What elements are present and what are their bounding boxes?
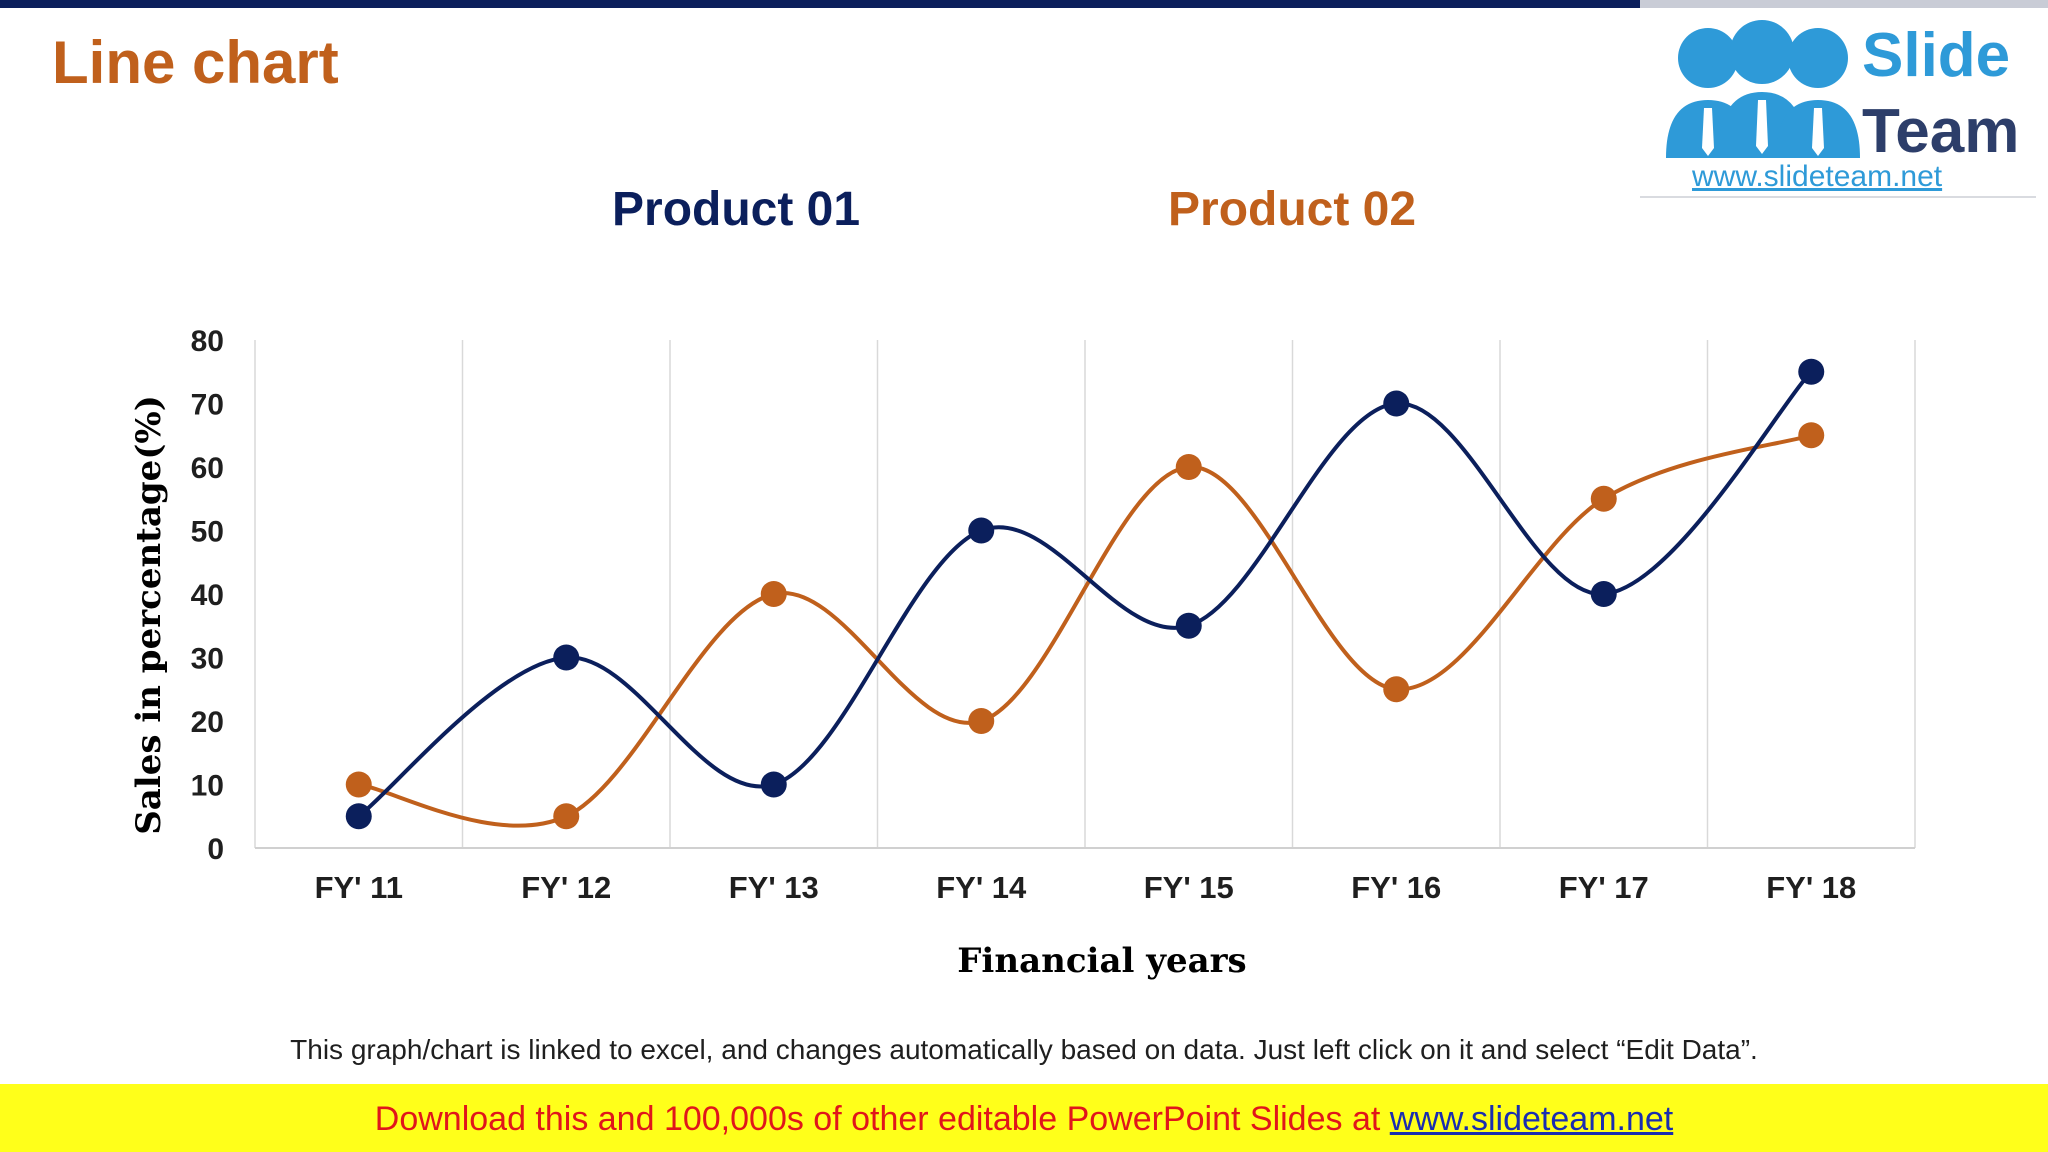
series-lines bbox=[357, 370, 1813, 828]
slideteam-logo: Slide Team www.slideteam.net bbox=[1640, 8, 2036, 198]
series-line-1 bbox=[357, 370, 1813, 818]
y-tick-label: 20 bbox=[191, 706, 224, 739]
data-point-series-2 bbox=[553, 803, 580, 830]
data-point-series-2 bbox=[345, 771, 372, 798]
data-point-series-2 bbox=[1383, 676, 1410, 703]
data-point-series-2 bbox=[968, 708, 995, 734]
series-points bbox=[345, 358, 1825, 830]
people-group-icon bbox=[1666, 20, 1860, 158]
x-axis-label: Financial years bbox=[957, 941, 1246, 981]
x-tick-label: FY' 11 bbox=[315, 870, 403, 905]
download-banner: Download this and 100,000s of other edit… bbox=[0, 1084, 2048, 1152]
y-tick-label: 70 bbox=[191, 389, 224, 422]
logo-url-link[interactable]: www.slideteam.net bbox=[1692, 160, 1943, 193]
data-point-series-1 bbox=[1798, 358, 1825, 385]
x-tick-label: FY' 13 bbox=[729, 870, 819, 905]
data-point-series-2 bbox=[1590, 485, 1617, 512]
footnote-text: This graph/chart is linked to excel, and… bbox=[290, 1034, 1758, 1065]
logo-text-team: Team bbox=[1862, 97, 2020, 166]
y-tick-label: 60 bbox=[191, 452, 224, 485]
banner-text: Download this and 100,000s of other edit… bbox=[0, 1100, 2048, 1139]
y-axis-label: Sales in percentage(%) bbox=[129, 395, 169, 835]
slide-title: Line chart bbox=[52, 29, 339, 96]
banner-url-link[interactable]: www.slideteam.net bbox=[1389, 1100, 1674, 1138]
y-tick-label: 80 bbox=[191, 325, 224, 358]
data-point-series-1 bbox=[553, 644, 580, 671]
banner-message: Download this and 100,000s of other edit… bbox=[374, 1100, 1390, 1138]
data-point-series-1 bbox=[345, 803, 372, 830]
data-point-series-1 bbox=[968, 517, 995, 544]
grid-lines bbox=[254, 340, 1916, 848]
x-tick-label: FY' 18 bbox=[1766, 870, 1856, 905]
x-tick-label: FY' 12 bbox=[521, 870, 611, 905]
data-point-series-1 bbox=[1175, 612, 1202, 639]
logo-text-slide: Slide bbox=[1862, 21, 2011, 90]
series-line-2 bbox=[358, 433, 1812, 828]
x-tick-label: FY' 15 bbox=[1144, 870, 1234, 905]
data-point-series-1 bbox=[760, 771, 787, 798]
x-axis-ticks: FY' 11 FY' 12 FY' 13 FY' 14 FY' 15 FY' 16 FY' … bbox=[315, 870, 1857, 905]
y-tick-label: 0 bbox=[207, 833, 224, 866]
y-tick-label: 10 bbox=[191, 770, 224, 803]
x-tick-label: FY' 14 bbox=[936, 870, 1027, 905]
y-tick-label: 50 bbox=[191, 516, 224, 549]
legend-product-01: Product 01 bbox=[612, 183, 861, 236]
y-tick-label: 30 bbox=[191, 643, 224, 676]
legend-product-02: Product 02 bbox=[1168, 183, 1417, 236]
data-point-series-1 bbox=[1383, 390, 1410, 417]
x-tick-label: FY' 16 bbox=[1351, 870, 1441, 905]
data-point-series-2 bbox=[760, 581, 787, 607]
y-tick-label: 40 bbox=[191, 579, 224, 612]
data-point-series-2 bbox=[1175, 454, 1202, 480]
top-accent-bar bbox=[0, 0, 1640, 8]
top-accent-bar-right bbox=[1640, 0, 2048, 8]
y-axis-ticks: 0 10 20 30 40 50 60 70 80 bbox=[191, 325, 224, 866]
x-tick-label: FY' 17 bbox=[1559, 870, 1649, 905]
data-point-series-2 bbox=[1798, 422, 1825, 449]
data-point-series-1 bbox=[1590, 581, 1617, 607]
